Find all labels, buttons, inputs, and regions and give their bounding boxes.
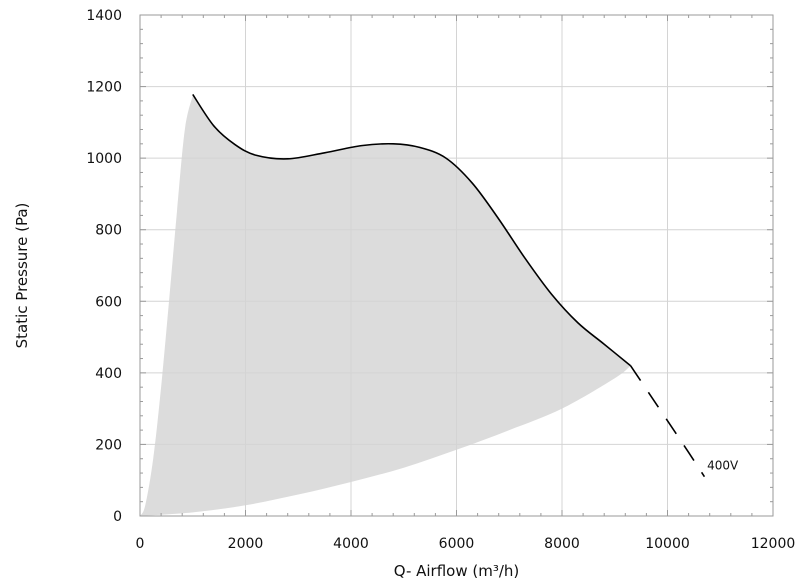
- x-tick-label: 2000: [228, 536, 264, 552]
- x-tick-label: 0: [136, 536, 145, 552]
- operating-region: [140, 95, 631, 517]
- x-axis-title: Q- Airflow (m³/h): [394, 562, 520, 580]
- curve-label: 400V: [707, 458, 739, 472]
- y-tick-label: 200: [95, 437, 122, 453]
- y-tick-label: 800: [95, 223, 122, 239]
- y-axis-title: Static Pressure (Pa): [13, 203, 31, 349]
- y-tick-label: 1200: [86, 80, 122, 96]
- x-tick-label: 10000: [645, 536, 690, 552]
- grid-layer: [139, 14, 774, 517]
- x-tick-label: 12000: [751, 536, 796, 552]
- y-tick-label: 600: [95, 294, 122, 310]
- y-tick-label: 1400: [86, 8, 122, 24]
- curve-layer: 400V: [192, 93, 739, 478]
- x-tick-label: 8000: [544, 536, 580, 552]
- operating-region-layer: [140, 95, 631, 517]
- fan-curve: [192, 93, 632, 367]
- x-tick-label: 6000: [439, 536, 475, 552]
- tick-label-layer: 0 2000 4000 6000 8000 10000 12000 0 200 400 600 800…: [86, 8, 795, 552]
- y-tick-label: 1000: [86, 151, 122, 167]
- x-tick-label: 4000: [333, 536, 369, 552]
- y-tick-label: 0: [113, 509, 122, 525]
- y-tick-label: 400: [95, 366, 122, 382]
- fan-curve-extension: [629, 365, 706, 478]
